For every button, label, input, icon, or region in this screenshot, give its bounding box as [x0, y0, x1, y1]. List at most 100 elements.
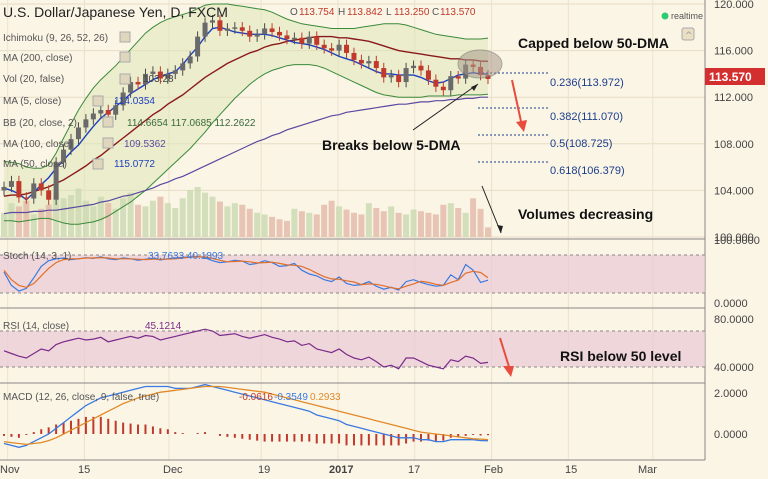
- stoch-lines: [3, 255, 489, 292]
- annotation-breaks: Breaks below 5-DMA: [322, 137, 460, 153]
- y-tick-label: 108.000: [714, 139, 754, 151]
- macd-line: [3, 383, 489, 448]
- candle-body: [254, 34, 260, 37]
- legend-bb-values: 114.6654 117.0685 112.2622: [127, 118, 256, 129]
- volume-bar: [142, 206, 149, 237]
- y-tick-label: 100.000: [714, 232, 754, 244]
- candle-body: [314, 36, 320, 45]
- volume-bar: [216, 201, 223, 237]
- legend-icons: [92, 31, 131, 170]
- volume-bar: [75, 188, 82, 237]
- volume-bar: [53, 192, 60, 237]
- ohlc-c-value: 113.570: [440, 7, 476, 18]
- volume-bar: [298, 211, 305, 237]
- x-tick-label: Nov: [0, 464, 20, 476]
- volume-bar: [164, 203, 171, 237]
- visibility-icon[interactable]: [92, 95, 104, 107]
- candle-body: [90, 113, 96, 120]
- stoch-d-line: [3, 256, 489, 290]
- x-tick-label: 15: [78, 464, 90, 476]
- volume-bar: [343, 209, 350, 237]
- candle-body: [180, 63, 186, 71]
- candle-body: [425, 70, 431, 80]
- volume-bar: [373, 207, 380, 237]
- volume-bar: [328, 200, 335, 237]
- volume-bar: [417, 211, 424, 237]
- candle-body: [1, 186, 7, 191]
- macd-signal-line: [3, 385, 489, 446]
- legend-ma100-value: 109.5362: [124, 139, 166, 150]
- fib-label: 0.382(111.070): [550, 111, 623, 123]
- legend-stoch-values: 33.7633 40.1893: [148, 251, 224, 262]
- volume-bar: [365, 203, 372, 237]
- fib-label: 0.5(108.725): [550, 138, 612, 150]
- annotation-capped: Capped below 50-DMA: [518, 35, 669, 51]
- visibility-icon[interactable]: [119, 73, 131, 85]
- volume-bar: [455, 207, 462, 237]
- candle-body: [396, 75, 402, 83]
- candle-body: [277, 31, 283, 36]
- indicator-lines: [3, 3, 489, 225]
- candle-body: [195, 36, 201, 57]
- visibility-icon[interactable]: [92, 158, 104, 170]
- ohlc-o-value: 113.754: [299, 7, 335, 18]
- legend-ma50: MA (50, close): [3, 159, 67, 170]
- legend-macd-value: -0.3549: [274, 392, 308, 403]
- ohlc-o-label: O: [290, 7, 298, 18]
- candle-body: [75, 127, 81, 140]
- visibility-icon[interactable]: [102, 116, 114, 128]
- chart-title: U.S. Dollar/Japanese Yen, D, FXCM: [3, 4, 228, 20]
- y-tick-label: 0.0000: [714, 298, 748, 310]
- candle-body: [344, 44, 350, 53]
- annotation-volumes: Volumes decreasing: [518, 206, 653, 222]
- volume-bar: [97, 196, 104, 237]
- candle-body: [113, 105, 119, 115]
- macd-lines: [3, 383, 489, 448]
- volume-bar: [336, 206, 343, 237]
- breaks-arrow: [412, 83, 479, 131]
- y-tick-label: 0.0000: [714, 429, 748, 441]
- candle-body: [321, 44, 327, 49]
- candle-body: [98, 110, 104, 114]
- rsi-line: [3, 328, 489, 370]
- volume-bar: [470, 198, 477, 237]
- candle-body: [8, 181, 14, 187]
- candle-body: [403, 68, 409, 83]
- volume-bar: [477, 208, 484, 237]
- ohlc-l-value: 113.250: [394, 7, 430, 18]
- volume-bar: [8, 203, 15, 237]
- price-badge-value: 113.570: [709, 70, 752, 84]
- volume-bar: [380, 211, 387, 237]
- collapse-button[interactable]: [681, 27, 695, 41]
- chevron-up-icon: ^: [685, 31, 693, 41]
- volume-bar: [432, 214, 439, 237]
- candle-body: [336, 44, 342, 51]
- legend-ichimoku: Ichimoku (9, 26, 52, 26): [3, 33, 108, 44]
- rsi-line: [3, 328, 489, 370]
- x-axis-ticks: Nov 15 Dec 19 2017 17 Feb 15 Mar: [0, 464, 657, 476]
- visibility-icon[interactable]: [119, 51, 131, 63]
- volume-bar: [485, 227, 491, 237]
- volume-bar: [321, 204, 328, 237]
- visibility-icon[interactable]: [102, 137, 114, 149]
- fib-label: 0.236(113.972): [550, 77, 624, 89]
- candle-body: [433, 79, 439, 87]
- visibility-icon[interactable]: [119, 31, 131, 43]
- volume-bar: [291, 208, 298, 237]
- volume-bar: [239, 204, 246, 237]
- candle-body: [358, 59, 364, 64]
- volume-bar: [23, 200, 30, 237]
- candle-body: [172, 70, 178, 74]
- volume-bar: [231, 203, 238, 237]
- x-tick-label: Mar: [638, 464, 657, 476]
- candle-body: [23, 197, 29, 199]
- y-tick-label: 116.000: [714, 46, 753, 58]
- realtime-dot-icon: [661, 12, 669, 20]
- volume-bar: [358, 214, 365, 237]
- candle-body: [351, 52, 357, 60]
- bb-lower-line: [4, 64, 489, 225]
- volume-bar: [149, 200, 156, 237]
- volume-bar: [172, 207, 179, 237]
- x-tick-label: Dec: [163, 464, 183, 476]
- fib-levels: 0.236(113.972) 0.382(111.070) 0.5(108.72…: [478, 72, 625, 177]
